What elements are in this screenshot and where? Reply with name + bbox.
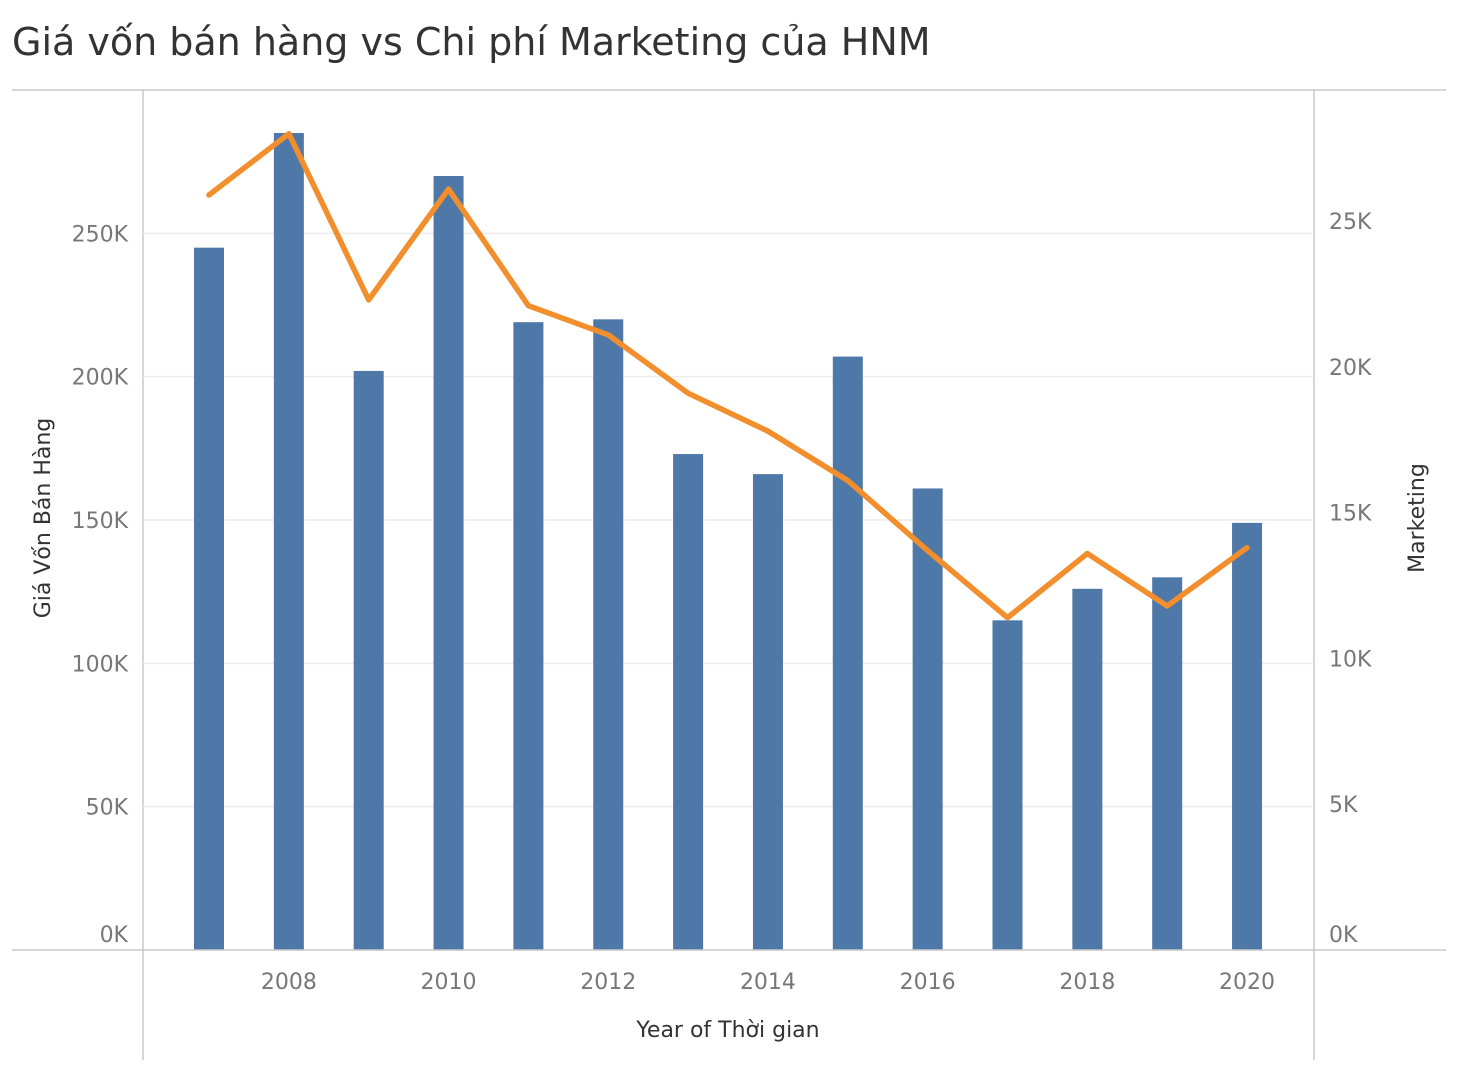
y-left-tick-label: 100K <box>72 652 129 677</box>
bar-layer <box>194 133 1263 951</box>
y-right-tick-label: 20K <box>1329 356 1372 381</box>
bar <box>513 322 544 950</box>
x-tick-label: 2018 <box>1059 970 1115 995</box>
x-tick-label: 2010 <box>421 970 477 995</box>
tick-layer: 0K 50K 100K 150K 200K 250K 0K 5K 10K 15K 20K 25K 200… <box>72 210 1372 995</box>
x-axis-title: Year of Thời gian <box>635 1018 819 1043</box>
bar <box>912 488 943 950</box>
line-layer <box>206 130 1250 621</box>
x-tick-label: 2014 <box>740 970 796 995</box>
y-right-tick-label: 10K <box>1329 647 1372 672</box>
y-left-axis-title: Giá Vốn Bán Hàng <box>31 418 56 619</box>
x-tick-label: 2012 <box>580 970 636 995</box>
y-left-tick-label: 200K <box>72 366 129 391</box>
bar <box>353 370 384 950</box>
y-left-tick-label: 0K <box>100 923 129 948</box>
chart-title: Giá vốn bán hàng vs Chi phí Marketing củ… <box>12 20 931 64</box>
x-tick-label: 2020 <box>1219 970 1275 995</box>
y-left-tick-label: 250K <box>72 222 129 247</box>
marketing-line <box>206 130 1250 621</box>
y-left-tick-label: 50K <box>86 796 129 821</box>
bar <box>992 620 1023 950</box>
bar <box>1232 522 1263 950</box>
grid-layer <box>143 232 1314 808</box>
x-tick-label: 2016 <box>900 970 956 995</box>
bar <box>273 133 304 950</box>
bar <box>433 176 464 950</box>
y-right-tick-label: 0K <box>1329 923 1358 948</box>
bar <box>832 356 863 951</box>
bar <box>194 247 224 950</box>
y-right-axis-title: Marketing <box>1405 463 1430 573</box>
bar <box>1072 588 1103 950</box>
x-tick-label: 2008 <box>261 970 317 995</box>
bar <box>1152 577 1183 950</box>
y-right-tick-label: 5K <box>1329 793 1358 818</box>
y-right-tick-label: 15K <box>1329 502 1372 527</box>
y-right-tick-label: 25K <box>1329 210 1372 235</box>
bar <box>593 319 624 950</box>
bar <box>752 474 783 950</box>
bar <box>673 454 704 950</box>
y-left-tick-label: 150K <box>72 509 129 534</box>
